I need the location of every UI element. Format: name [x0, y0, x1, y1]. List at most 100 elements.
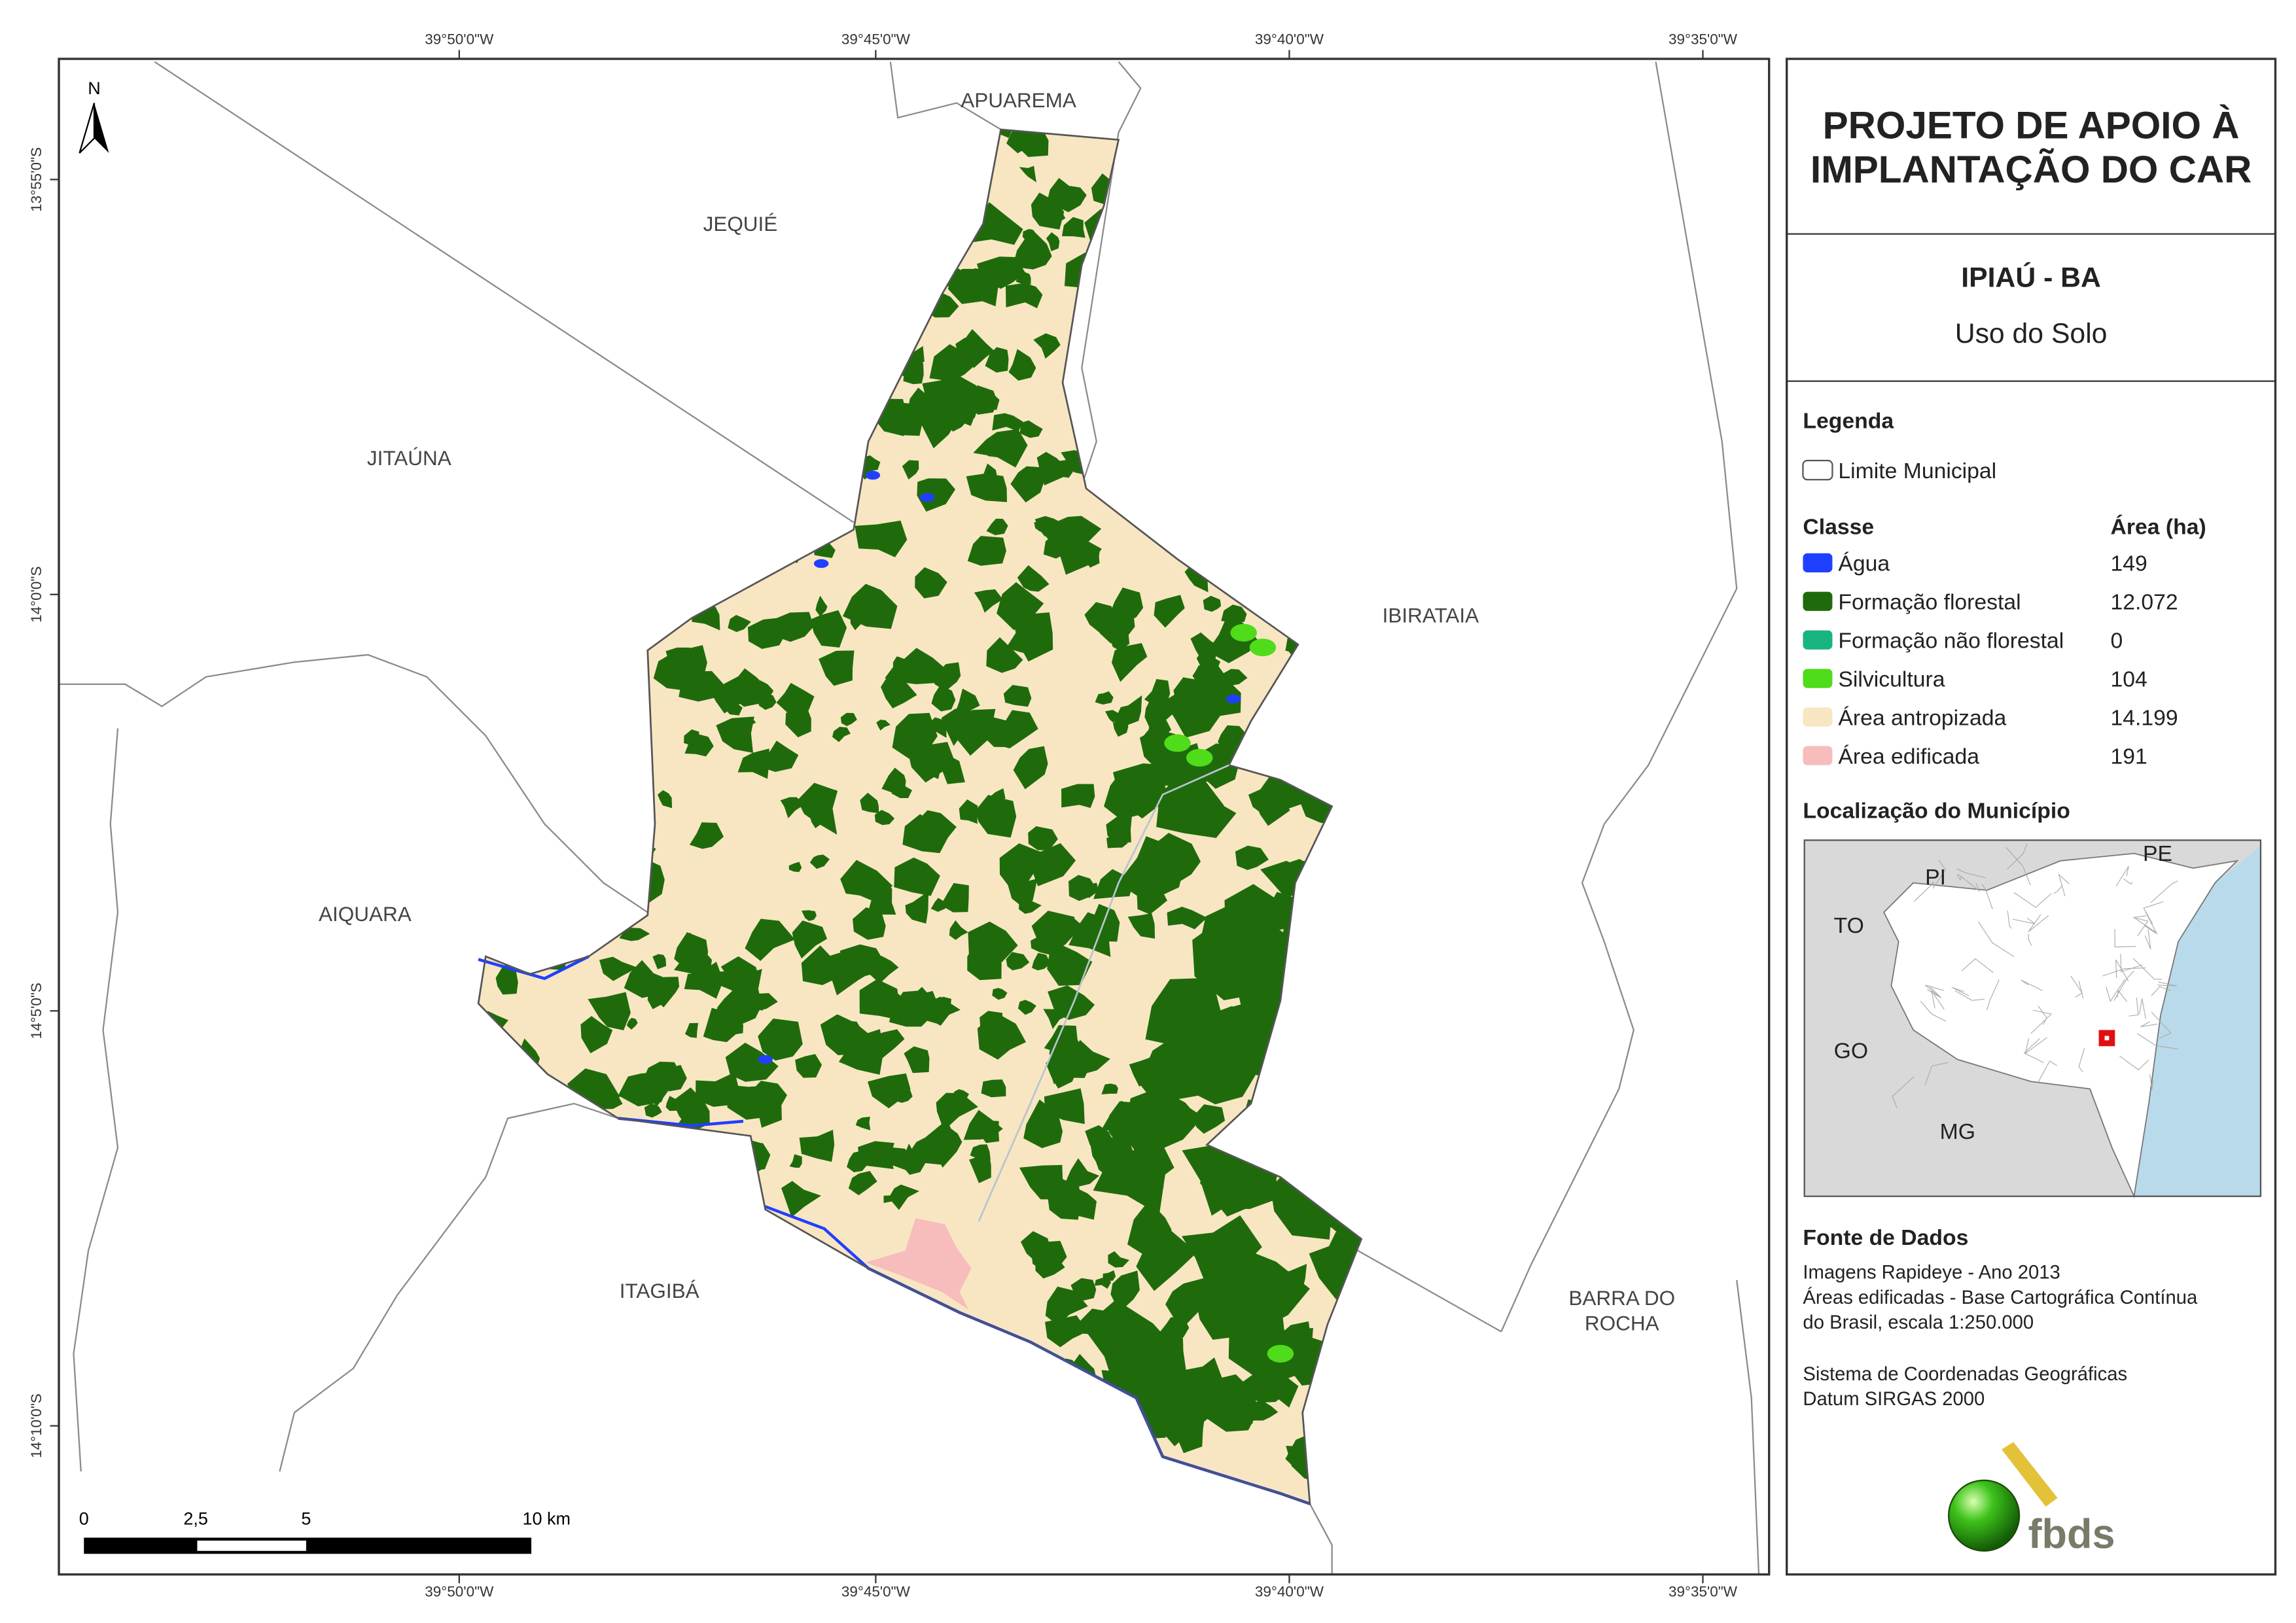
- inset-line: [2078, 981, 2084, 999]
- scale-label: 2,5: [183, 1509, 208, 1528]
- silviculture-patch: [1230, 623, 1257, 642]
- forest-patch: [1099, 602, 1135, 644]
- inset-line: [2151, 986, 2171, 996]
- forest-patch: [930, 898, 947, 912]
- forest-patch: [970, 1144, 991, 1160]
- forest-patch: [689, 822, 724, 849]
- forest-patch: [619, 928, 650, 941]
- silviculture-patch: [1249, 638, 1277, 657]
- forest-patch: [599, 956, 638, 981]
- logo-ball: [1948, 1479, 2021, 1552]
- inset-frame: [1803, 839, 2262, 1197]
- north-label: N: [88, 79, 101, 98]
- boundary-line: [154, 61, 855, 523]
- forest-patch: [860, 792, 879, 814]
- title: IMPLANTAÇÃO DO CAR: [1810, 148, 2252, 191]
- forest-patch: [931, 685, 956, 712]
- forest-patch: [902, 814, 950, 854]
- forest-patch: [985, 347, 1009, 373]
- forest-patch: [847, 1149, 870, 1173]
- forest-patch: [737, 748, 769, 779]
- neighbor-name: ROCHA: [1585, 1311, 1659, 1335]
- inset-line: [2024, 1037, 2047, 1055]
- forest-patch: [983, 717, 1013, 747]
- forest-patch: [1127, 1200, 1172, 1258]
- forest-patch: [941, 708, 972, 746]
- lon-label: 39°40'0"W: [1255, 31, 1324, 47]
- forest-patch: [1045, 1286, 1088, 1326]
- forest-patch: [952, 1089, 969, 1100]
- neighbor-name: APUAREMA: [961, 88, 1076, 112]
- forest-patch: [997, 582, 1044, 631]
- legend-area: 0: [2111, 629, 2123, 654]
- forest-patch: [902, 460, 919, 480]
- boundary-line: [1500, 61, 1738, 1333]
- inset-line: [2138, 998, 2146, 1019]
- neighbor-name: IBIRATAIA: [1383, 603, 1479, 627]
- forest-patch: [747, 618, 786, 649]
- inset-line: [1977, 921, 2015, 957]
- built-area: [865, 1218, 972, 1310]
- neighbor-name: BARRA DO: [1568, 1286, 1675, 1310]
- forest-patch: [588, 992, 631, 1030]
- lat-label: 13°55'0"S: [28, 147, 44, 212]
- neighbor-name: AIQUARA: [319, 902, 412, 926]
- forest-patch: [1031, 911, 1076, 955]
- forest-patch: [915, 567, 947, 599]
- class-list: Água 149 Formação florestal 12.072 Formação …: [1803, 551, 2178, 769]
- inset-line: [2132, 915, 2156, 933]
- forest-patch: [1051, 211, 1066, 227]
- forest-patch: [1044, 1088, 1085, 1125]
- forest-patch: [1235, 845, 1269, 871]
- lon-label: 39°35'0"W: [1669, 1584, 1738, 1600]
- forest-patch: [810, 610, 847, 648]
- lon-label: 39°45'0"W: [841, 1584, 911, 1600]
- forest-patch: [989, 788, 1006, 803]
- forest-patch: [652, 954, 667, 969]
- inset-line: [1987, 979, 2000, 1011]
- forest-patch: [1019, 166, 1037, 183]
- forest-patch: [1144, 725, 1170, 756]
- inset-line: [2151, 1011, 2172, 1039]
- forest-patch: [1036, 451, 1066, 486]
- location-marker: [2104, 1036, 2110, 1041]
- forest-patch: [1111, 642, 1148, 682]
- legend-area: 191: [2111, 744, 2147, 769]
- forest-patch: [891, 784, 912, 799]
- inset-label: PE: [2143, 841, 2172, 866]
- scale-segment: [84, 1537, 532, 1554]
- forest-patch: [1006, 952, 1030, 971]
- lon-label: 39°35'0"W: [1669, 31, 1738, 47]
- neighbor-name: JEQUIÉ: [703, 212, 778, 236]
- forest-patch: [745, 918, 796, 962]
- inset-line: [1892, 1076, 1915, 1108]
- legend-label: Formação florestal: [1838, 590, 2021, 615]
- forest-patch: [580, 1016, 613, 1054]
- lat-label: 14°5'0"S: [28, 983, 44, 1039]
- water-patch: [1226, 694, 1241, 704]
- lon-label: 39°45'0"W: [841, 31, 911, 47]
- forest-patch: [992, 988, 1008, 1000]
- forest-patch: [1093, 869, 1133, 899]
- forest-patch: [999, 843, 1040, 898]
- forest-patch: [1121, 1176, 1165, 1196]
- forest-patch: [1006, 129, 1032, 154]
- lon-label: 39°50'0"W: [425, 1584, 494, 1600]
- forest-patch: [903, 362, 924, 385]
- forest-patch: [495, 967, 518, 995]
- forest-patch: [986, 637, 1023, 673]
- lat-label: 14°10'0"S: [28, 1393, 44, 1458]
- inset-label: TO: [1834, 913, 1864, 938]
- forest-patch: [933, 1123, 963, 1168]
- boundary-line: [279, 1102, 619, 1472]
- forest-patch: [658, 790, 673, 809]
- forest-patch: [1156, 1092, 1199, 1135]
- forest-patch: [1045, 1315, 1088, 1348]
- bahia: [1883, 852, 2239, 1198]
- inset-line: [1924, 1062, 1949, 1086]
- forest-patch: [644, 1103, 662, 1118]
- forest-patch: [665, 647, 696, 672]
- forest-patch: [1019, 896, 1042, 914]
- legend-area: 14.199: [2111, 705, 2178, 730]
- forest-patch: [929, 344, 974, 382]
